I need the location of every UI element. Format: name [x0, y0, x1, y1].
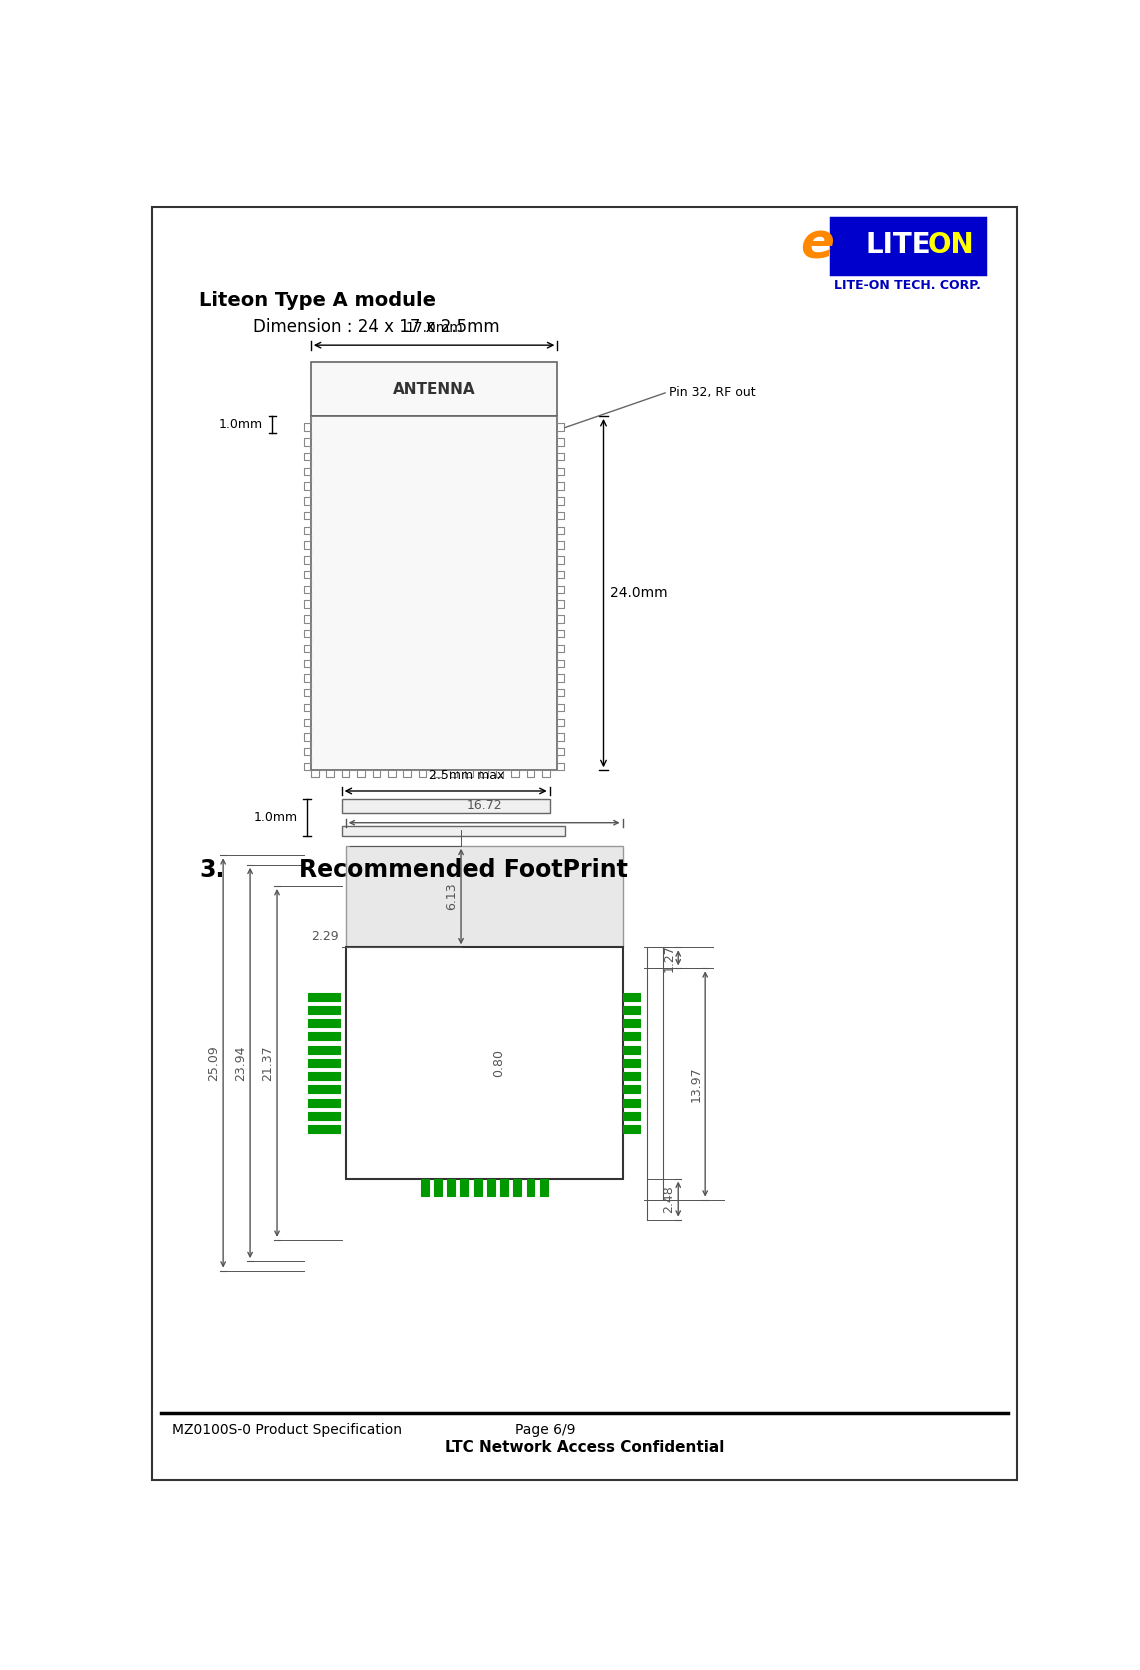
Text: LITE: LITE — [865, 230, 931, 259]
Bar — [513, 1179, 521, 1196]
Bar — [622, 992, 641, 1000]
Bar — [308, 1045, 340, 1054]
Text: LTC Network Access Confidential: LTC Network Access Confidential — [445, 1440, 724, 1455]
Bar — [434, 1179, 442, 1196]
Text: LITE-ON TECH. CORP.: LITE-ON TECH. CORP. — [834, 279, 982, 292]
Text: MZ0100S-0 Product Specification: MZ0100S-0 Product Specification — [172, 1423, 402, 1438]
Bar — [308, 1019, 340, 1027]
Bar — [539, 1179, 547, 1196]
Text: 17.0mm: 17.0mm — [405, 321, 463, 336]
Bar — [308, 1099, 340, 1107]
Bar — [622, 1112, 641, 1121]
Bar — [308, 1005, 340, 1014]
Bar — [622, 1059, 641, 1067]
Text: e: e — [800, 220, 833, 269]
Text: 1.27: 1.27 — [662, 944, 676, 972]
Text: 23.94: 23.94 — [235, 1045, 247, 1080]
Bar — [308, 1112, 340, 1121]
Text: Dimension : 24 x 17 x 2.5mm: Dimension : 24 x 17 x 2.5mm — [253, 319, 499, 336]
Bar — [308, 1126, 340, 1134]
Bar — [308, 1086, 340, 1094]
Text: 2.29: 2.29 — [311, 930, 339, 944]
Bar — [831, 219, 985, 274]
Text: 16.72: 16.72 — [466, 798, 502, 812]
Bar — [622, 1005, 641, 1014]
Text: ANTENNA: ANTENNA — [393, 381, 475, 396]
Bar — [622, 1126, 641, 1134]
Text: 13.97: 13.97 — [690, 1065, 702, 1102]
Bar — [345, 845, 622, 947]
Bar — [622, 1072, 641, 1080]
Bar — [622, 1045, 641, 1054]
Bar — [308, 1032, 340, 1040]
Bar — [308, 1059, 340, 1067]
Bar — [487, 1179, 495, 1196]
Text: 25.09: 25.09 — [207, 1045, 220, 1080]
Text: Page 6/9: Page 6/9 — [515, 1423, 576, 1438]
Bar — [461, 1179, 469, 1196]
Bar — [622, 1032, 641, 1040]
Bar — [342, 798, 549, 813]
Bar — [342, 827, 565, 835]
Text: 3.: 3. — [200, 858, 225, 882]
Text: 1.0mm: 1.0mm — [219, 418, 263, 431]
Text: 24.0mm: 24.0mm — [610, 586, 667, 600]
Text: 21.37: 21.37 — [261, 1045, 275, 1080]
Text: Pin 32, RF out: Pin 32, RF out — [669, 386, 756, 399]
Bar — [527, 1179, 535, 1196]
Text: Recommended FootPrint: Recommended FootPrint — [300, 858, 628, 882]
Text: ON: ON — [928, 230, 974, 259]
Bar — [308, 1072, 340, 1080]
Text: Liteon Type A module: Liteon Type A module — [200, 291, 437, 311]
Text: 0.80: 0.80 — [491, 1049, 505, 1077]
Text: 2.48: 2.48 — [662, 1186, 676, 1212]
Text: 2.5mm max: 2.5mm max — [429, 768, 504, 782]
Bar — [622, 1099, 641, 1107]
Bar — [311, 362, 557, 416]
Bar — [447, 1179, 455, 1196]
Bar — [345, 947, 622, 1179]
Text: 6.13: 6.13 — [446, 883, 458, 910]
Text: 1.0mm: 1.0mm — [254, 810, 298, 823]
Bar — [308, 992, 340, 1000]
Bar — [622, 1019, 641, 1027]
Bar — [500, 1179, 508, 1196]
Bar — [622, 1086, 641, 1094]
Bar — [311, 416, 557, 770]
Bar — [421, 1179, 429, 1196]
Bar — [473, 1179, 481, 1196]
